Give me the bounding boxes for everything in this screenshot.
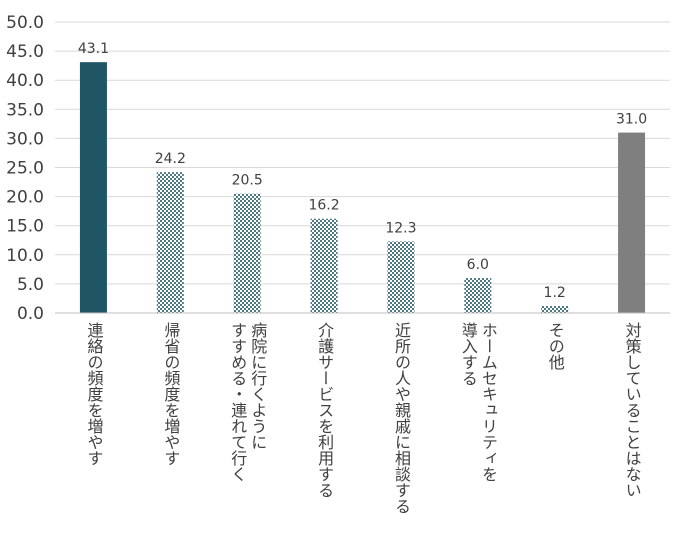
data-label: 24.2 [155, 151, 186, 167]
bar [618, 132, 646, 313]
y-tick-label: 15.0 [6, 217, 44, 237]
x-category-label: 連絡の頻度を増やす [84, 322, 104, 466]
y-tick-label: 45.0 [6, 42, 44, 62]
y-tick-label: 0.0 [17, 304, 44, 324]
data-label: 16.2 [308, 198, 339, 214]
x-category-label: その他 [545, 322, 565, 370]
y-tick-label: 5.0 [17, 275, 44, 295]
x-category-label: 病院に行くように すすめる・連れて行く [228, 322, 268, 482]
data-label: 31.0 [616, 112, 647, 128]
x-category-label: 介護サービスを利用する [315, 322, 335, 498]
y-tick-label: 25.0 [6, 159, 44, 179]
y-tick-label: 40.0 [6, 71, 44, 91]
data-label: 6.0 [467, 257, 489, 273]
y-tick-label: 50.0 [6, 13, 44, 33]
bars [79, 62, 646, 313]
bar [541, 306, 569, 313]
data-label: 20.5 [232, 173, 263, 189]
x-category-label: 帰省の頻度を増やす [161, 322, 181, 466]
y-tick-label: 35.0 [6, 100, 44, 120]
y-axis-ticks: 0.0 5.0 10.0 15.0 20.0 25.0 30.0 35.0 40.0 45.0 50… [6, 13, 44, 324]
bar [310, 218, 338, 313]
data-label: 12.3 [385, 220, 416, 236]
x-category-label: 対策していることはない [622, 322, 642, 498]
bar [464, 278, 492, 313]
bar [79, 62, 107, 313]
x-category-label: 近所の人や親戚に相談する [391, 322, 411, 514]
y-tick-label: 30.0 [6, 129, 44, 149]
gridlines [55, 21, 670, 285]
data-label: 1.2 [544, 285, 566, 301]
y-tick-label: 10.0 [6, 246, 44, 266]
bar [387, 241, 415, 313]
bar [156, 172, 184, 313]
y-tick-label: 20.0 [6, 188, 44, 208]
bar [233, 193, 261, 313]
data-label: 43.1 [78, 41, 109, 57]
data-labels: 43.1 24.2 20.5 16.2 12.3 6.0 1.2 31.0 [78, 41, 647, 301]
x-category-label: ホームセキュリティを 導入する [458, 322, 498, 482]
